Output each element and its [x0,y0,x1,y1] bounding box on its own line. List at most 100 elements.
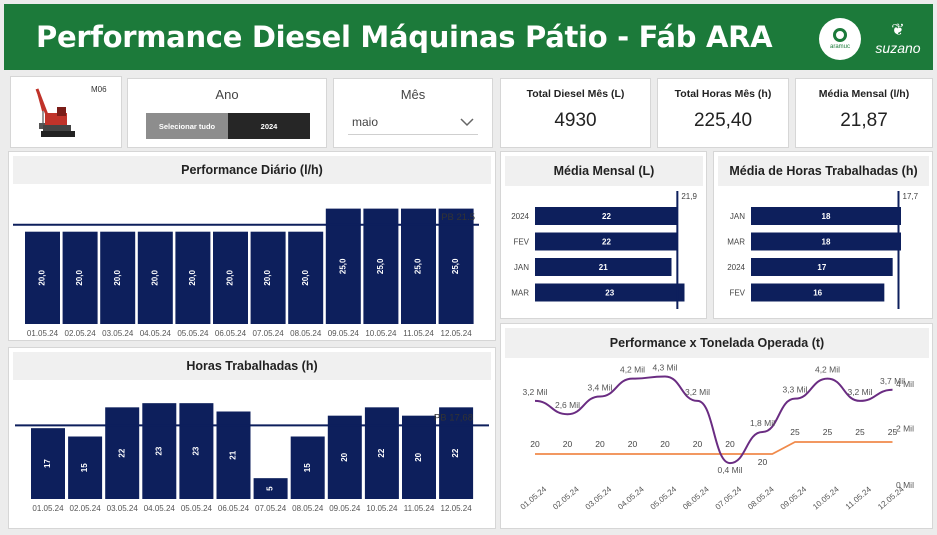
bar [402,415,436,499]
kpi-label: Total Horas Mês (h) [674,88,772,100]
aramuc-logo-icon [833,28,847,42]
kpi-label: Média Mensal (l/h) [818,88,910,100]
select-all-option[interactable]: Selecionar tudo [146,113,228,139]
bar [327,415,362,499]
bar-value-label: 23 [154,446,163,455]
bar-value-label: 20 [414,452,423,461]
bar-value-label: 20,0 [38,270,47,286]
x-tick-label: 04.05.24 [144,504,176,513]
tonnage-data-label: 2,6 Mil [555,400,580,410]
month-dropdown[interactable]: maio [348,109,478,135]
bar-value-label: 21 [599,263,608,272]
monthly-hours-panel: Média de Horas Trabalhadas (h) 18 JAN 18 MA… [713,151,933,319]
performance-data-label: 25 [888,427,898,437]
performance-data-label: 20 [693,439,703,449]
kpi-value: 225,40 [693,110,753,131]
x-tick-label: 11.05.24 [404,504,435,513]
x-tick-label: 10.05.24 [811,484,841,511]
bar-value-label: 20,0 [226,270,235,286]
bar [25,231,60,324]
x-tick-label: 05.05.24 [181,504,213,513]
x-tick-label: 08.05.24 [292,504,324,513]
bar-value-label: 17 [43,459,52,468]
right-axis-tick: 2 Mil [896,424,914,434]
slicer-mes-title: Mês [400,87,426,102]
x-tick-label: 09.05.24 [329,504,361,513]
bar [751,232,901,251]
tonnage-data-label: 4,3 Mil [652,362,677,372]
bar-value-label: 20 [340,452,349,461]
bar [213,231,248,324]
reference-label: 17,7 [903,192,919,201]
hours-worked-panel: Horas Trabalhadas (h) 17 01.05.24 15 02.05.… [8,347,496,529]
slicer-ano-title: Ano [215,87,239,102]
bar-value-label: 5 [266,486,275,491]
x-tick-label: 02.05.24 [65,329,97,338]
monthly-average-panel: Média Mensal (L) 22 2024 22 FEV 21 JAN 23 MAR 21… [500,151,707,319]
bar-value-label: 23 [605,289,614,298]
bar [401,208,436,324]
performance-tonnage-chart: 4 Mil 2 Mil 0 Mil 20 20 20 20 20 20 20 20 25 25 25 25 3… [519,362,915,511]
bar [364,407,399,499]
bar-value-label: 20,0 [150,270,159,286]
bar [142,403,177,499]
bar [100,231,136,324]
bar-value-label: 25,0 [451,258,460,274]
x-tick-label: 06.05.24 [215,329,247,338]
x-tick-label: 08.05.24 [290,329,322,338]
x-tick-label: 04.05.24 [140,329,172,338]
x-tick-label: 07.05.24 [255,504,287,513]
bar-value-label: 23 [192,446,201,455]
tonnage-data-label: 3,2 Mil [685,387,710,397]
bar [62,231,98,324]
bar [68,436,103,499]
y-tick-label: FEV [729,289,745,298]
slicer-mes: Mês maio [333,78,493,148]
y-tick-label: 2024 [727,263,745,272]
performance-data-label: 20 [595,439,605,449]
bar-value-label: 17 [817,263,826,272]
x-tick-label: 01.05.24 [32,504,64,513]
bar-value-label: 20,0 [188,270,197,286]
x-tick-label: 12.05.24 [441,329,473,338]
monthly-average-chart: 22 2024 22 FEV 21 JAN 23 MAR 21,9 [511,191,697,309]
right-axis-tick: 4 Mil [896,379,914,389]
bar-value-label: 21 [229,450,238,459]
kpi-total-horas: Total Horas Mês (h) 225,40 [657,78,789,148]
x-tick-label: 06.05.24 [681,484,711,511]
performance-data-label: 20 [758,457,768,467]
bar [751,258,893,276]
x-tick-label: 05.05.24 [177,329,209,338]
bar-value-label: 15 [303,463,312,472]
reference-label: 21,9 [681,192,697,201]
bar-value-label: 25,0 [376,258,385,274]
tonnage-line [534,375,893,465]
tonnage-data-label: 3,2 Mil [522,387,547,397]
right-axis-tick: 0 Mil [896,480,914,490]
bar [179,403,214,499]
month-dropdown-value: maio [352,114,379,129]
bar [325,208,361,324]
kpi-media-mensal: Média Mensal (l/h) 21,87 [795,78,933,148]
performance-data-label: 20 [628,439,638,449]
tonnage-data-label: 4,2 Mil [620,365,645,375]
x-tick-label: 02.05.24 [70,504,102,513]
bar [439,407,474,499]
x-tick-label: 08.05.24 [746,484,776,511]
bar [253,478,288,499]
bar [175,231,211,324]
tonnage-data-label: 0,4 Mil [717,465,742,475]
bar [535,258,672,276]
bar [535,283,685,302]
x-tick-label: 06.05.24 [218,504,250,513]
y-tick-label: 2024 [511,212,529,221]
y-tick-label: JAN [730,212,745,221]
year-2024-option[interactable]: 2024 [228,113,310,139]
performance-data-label: 20 [530,439,540,449]
x-tick-label: 07.05.24 [714,484,744,511]
y-tick-label: JAN [514,263,529,272]
performance-line [535,441,893,455]
performance-data-label: 20 [660,439,670,449]
performance-data-label: 20 [725,439,735,449]
bar [751,283,885,302]
